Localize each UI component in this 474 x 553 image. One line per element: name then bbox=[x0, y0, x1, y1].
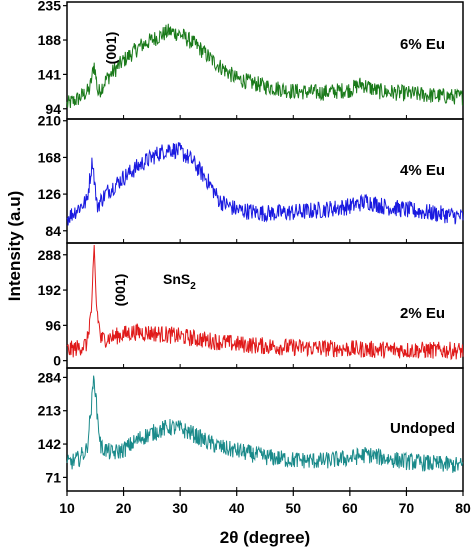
x-axis-title: 2θ (degree) bbox=[220, 528, 310, 547]
panel-4-label: Undoped bbox=[390, 420, 455, 437]
panel-3-label: 2% Eu bbox=[400, 305, 445, 322]
y-axis-title: Intensity (a.u) bbox=[5, 191, 24, 302]
panel-1: 94 141 188 235 6% Eu (001) bbox=[38, 0, 464, 120]
panel-3-annotation-001: (001) bbox=[112, 274, 128, 307]
x-axis: 10 20 30 40 50 60 70 80 bbox=[59, 491, 471, 516]
panel-3-plot: 0 96 192 288 bbox=[38, 244, 464, 369]
panel-2: 84 126 168 210 4% Eu bbox=[38, 113, 464, 244]
panel-1-label: 6% Eu bbox=[400, 36, 445, 53]
panel-4: 71 142 213 284 Undoped bbox=[38, 367, 464, 492]
x-tick-label-1: 20 bbox=[116, 500, 132, 516]
panel-2-y-tick-label-1: 126 bbox=[38, 186, 62, 202]
panel-3-y-tick-label-0: 0 bbox=[53, 353, 61, 369]
panel-1-series-line bbox=[66, 23, 464, 109]
panel-3-y-tick-label-1: 96 bbox=[45, 317, 61, 333]
panel-4-plot: 71 142 213 284 bbox=[38, 369, 464, 491]
panel-1-y-tick-label-2: 188 bbox=[38, 32, 62, 48]
panel-4-y-tick-label-0: 71 bbox=[45, 469, 61, 485]
panel-4-y-tick-label-3: 284 bbox=[38, 369, 62, 385]
panel-4-y-tick-label-1: 142 bbox=[38, 436, 62, 452]
panel-3-y-tick-label-2: 192 bbox=[38, 282, 62, 298]
panel-3-annotation-sns2: SnS2 bbox=[163, 271, 196, 292]
panel-4-frame bbox=[66, 367, 464, 492]
panel-1-plot: 94 141 188 235 bbox=[38, 0, 464, 119]
x-tick-label-3: 40 bbox=[229, 500, 245, 516]
panel-4-y-tick-label-2: 213 bbox=[38, 403, 62, 419]
panel-2-y-tick-label-3: 210 bbox=[38, 113, 62, 129]
panel-1-y-tick-label-1: 141 bbox=[38, 66, 62, 82]
panel-2-label: 4% Eu bbox=[400, 162, 445, 179]
x-tick-label-7: 80 bbox=[455, 500, 471, 516]
panel-3-series-line bbox=[66, 244, 464, 361]
panel-1-y-tick-label-3: 235 bbox=[38, 0, 62, 14]
x-tick-label-0: 10 bbox=[59, 500, 75, 516]
x-tick-label-2: 30 bbox=[172, 500, 188, 516]
panel-2-plot: 84 126 168 210 bbox=[38, 113, 464, 243]
x-tick-label-5: 60 bbox=[342, 500, 358, 516]
panel-2-frame bbox=[66, 118, 464, 244]
panel-3: 0 96 192 288 2% Eu (001) SnS2 bbox=[38, 242, 464, 369]
panel-1-y-tick-label-0: 94 bbox=[45, 101, 61, 117]
panel-3-y-tick-label-3: 288 bbox=[38, 247, 62, 263]
x-tick-label-6: 70 bbox=[399, 500, 415, 516]
panel-4-series-line bbox=[66, 375, 464, 473]
panel-1-annotation-001: (001) bbox=[103, 32, 119, 65]
x-tick-label-4: 50 bbox=[285, 500, 301, 516]
panel-2-series-line bbox=[66, 142, 464, 226]
panel-2-y-tick-label-0: 84 bbox=[45, 223, 61, 239]
panel-2-y-tick-label-2: 168 bbox=[38, 149, 62, 165]
